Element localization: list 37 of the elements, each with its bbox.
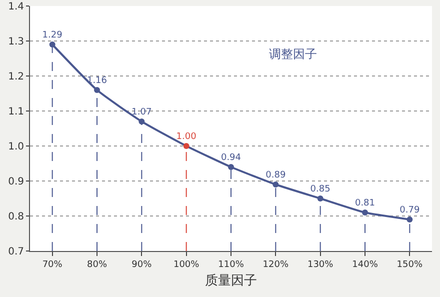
- y-tick-label: 1.4: [8, 2, 24, 12]
- y-tick-label: 1.0: [8, 142, 24, 152]
- y-tick-label: 0.8: [8, 212, 24, 222]
- point: [272, 182, 279, 188]
- point: [49, 42, 56, 48]
- point: [183, 143, 190, 149]
- x-tick-label: 80%: [86, 260, 108, 270]
- data-label: 1.29: [42, 30, 63, 40]
- data-label: 0.81: [354, 198, 376, 208]
- x-tick-label: 120%: [262, 260, 289, 270]
- data-label: 0.85: [310, 184, 330, 194]
- data-label: 0.79: [400, 206, 420, 216]
- data-label: 0.89: [266, 170, 286, 180]
- point: [362, 210, 368, 216]
- data-label: 1.00: [176, 132, 197, 142]
- y-tick-label: 1.2: [8, 72, 24, 82]
- point: [138, 118, 145, 124]
- y-tick-label: 1.3: [8, 36, 24, 48]
- x-axis-title: 质量因子: [205, 273, 257, 288]
- y-tick-label: 0.9: [8, 176, 24, 188]
- y-tick-label: 0.7: [8, 246, 24, 258]
- x-tick-label: 100%: [173, 260, 200, 270]
- data-label: 0.94: [220, 153, 242, 163]
- point: [406, 216, 413, 222]
- point: [317, 196, 324, 202]
- x-tick-label: 70%: [42, 260, 63, 270]
- text: 调整因子: [269, 47, 317, 61]
- x-tick-label: 130%: [307, 260, 334, 270]
- y-tick-label: 1.1: [8, 106, 24, 118]
- x-tick-label: 110%: [218, 260, 244, 270]
- point: [228, 164, 234, 170]
- data-label: 1.07: [132, 108, 152, 118]
- data-label: 1.16: [86, 76, 108, 86]
- x-tick-label: 140%: [352, 260, 378, 270]
- x-tick-label: 90%: [132, 260, 152, 270]
- point: [94, 87, 100, 93]
- x-tick-label: 150%: [396, 260, 423, 270]
